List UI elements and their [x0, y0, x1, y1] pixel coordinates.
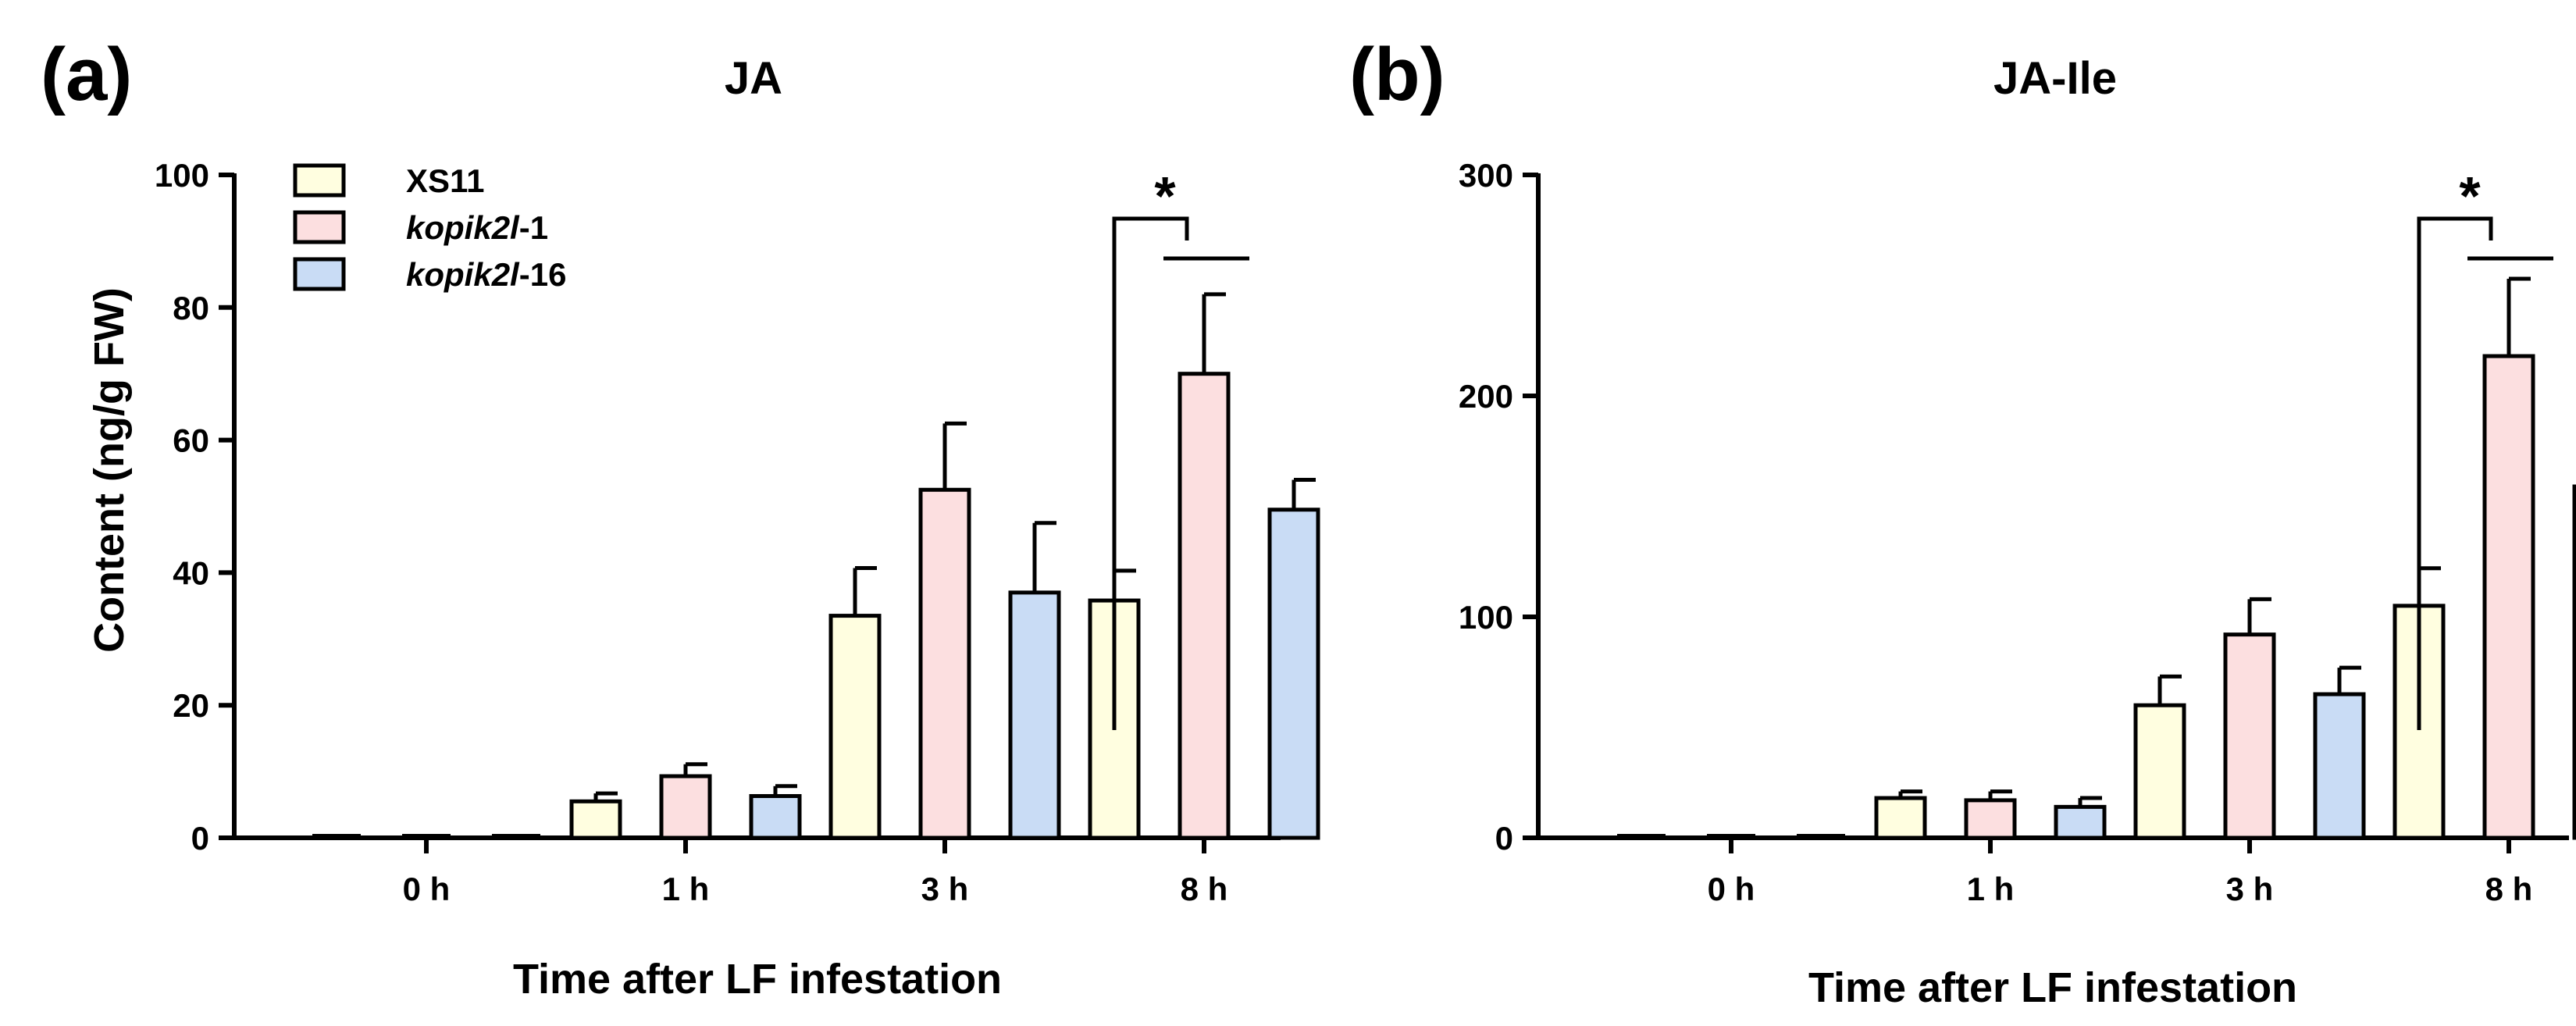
panel-a-letter: (a) [41, 33, 132, 116]
panel-a-bar-xs11-3-h [828, 614, 882, 840]
panel-a-significance-bracket [1112, 216, 1189, 730]
panel-a-bar-kopik2l-1-8-h [1178, 372, 1231, 840]
legend-item-xs11: XS11 [293, 162, 484, 199]
panel-b-bar-xs11-3-h [2133, 703, 2186, 840]
legend-swatch-kopik2l-1 [293, 210, 346, 244]
panel-b-x-tick-label-3-h: 3 h [2226, 871, 2274, 907]
panel-b-y-tick-label: 300 [1459, 157, 1513, 194]
panel-a-x-axis-label: Time after LF infestation [513, 956, 1002, 1003]
legend-item-kopik2l-16: kopik2l-16 [293, 256, 566, 293]
legend-item-kopik2l-1: kopik2l-1 [293, 209, 548, 246]
panel-b-bar-xs11-1-h [1874, 796, 1927, 840]
panel-b-letter: (b) [1349, 33, 1445, 116]
panel-a-y-axis-label: Content (ng/g FW) [86, 287, 133, 653]
panel-a-y-tick-label: 100 [155, 157, 209, 194]
legend-label-kopik2l-16: kopik2l-16 [406, 256, 566, 293]
panel-b-significance-bracket [2417, 216, 2493, 730]
panel-a-bar-kopik2l-1-1-h [659, 774, 712, 840]
panel-a-y-tick-label: 60 [173, 422, 209, 459]
panel-b-x-tick-label-0-h: 0 h [1708, 871, 1755, 907]
panel-b-bar-kopik2l-16-8-h [2572, 484, 2576, 840]
panel-a-y-tick-label: 20 [173, 687, 209, 724]
panel-a: (a) JA Content (ng/g FW) Time after LF i… [41, 33, 1320, 1003]
panel-a-significance-star: * [1154, 166, 1176, 226]
panel-a-bar-kopik2l-1-3-h [918, 487, 971, 840]
panel-b-bar-kopik2l-1-3-h [2223, 632, 2276, 840]
panel-a-title: JA [725, 53, 782, 104]
panel-a-bar-kopik2l-16-3-h [1008, 590, 1061, 840]
legend-swatch-kopik2l-16 [293, 257, 346, 291]
panel-a-bar-kopik2l-16-8-h [1267, 508, 1320, 840]
legend: XS11 kopik2l-1 kopik2l-16 [293, 162, 566, 293]
panel-b-y-tick-label: 200 [1459, 378, 1513, 415]
panel-a-y-tick-label: 0 [191, 820, 209, 857]
panel-a-x-tick-label-3-h: 3 h [921, 871, 969, 907]
legend-swatch-xs11 [293, 163, 346, 198]
panel-b-plot-area: 0 100 200 300 0 h 1 h 3 h 8 h * [1459, 157, 2576, 907]
panel-a-bar-xs11-1-h [569, 799, 622, 840]
panel-a-plot-area: 0 20 40 60 80 100 0 h 1 h 3 h 8 h * [155, 157, 1320, 907]
panel-b: (b) JA-Ile Time after LF infestation 0 10… [1349, 33, 2576, 1011]
panel-b-bar-kopik2l-1-1-h [1964, 798, 2017, 840]
panel-b-x-tick-label-1-h: 1 h [1967, 871, 2015, 907]
panel-a-x-tick-label-1-h: 1 h [662, 871, 710, 907]
legend-label-xs11: XS11 [406, 162, 484, 199]
panel-b-y-tick-label: 0 [1495, 820, 1513, 857]
panel-b-bar-kopik2l-16-3-h [2313, 692, 2366, 840]
panel-b-title: JA-Ile [1993, 53, 2117, 104]
panel-a-bar-kopik2l-16-1-h [749, 794, 802, 840]
legend-label-kopik2l-1: kopik2l-1 [406, 209, 548, 246]
panel-b-significance-star: * [2459, 166, 2481, 226]
panel-b-x-axis-label: Time after LF infestation [1808, 964, 2297, 1011]
panel-b-x-tick-label-8-h: 8 h [2485, 871, 2533, 907]
panel-a-x-tick-label-0-h: 0 h [403, 871, 451, 907]
panel-b-bar-kopik2l-16-1-h [2054, 804, 2107, 840]
panel-b-y-tick-label: 100 [1459, 599, 1513, 636]
panel-a-y-tick-label: 40 [173, 554, 209, 591]
panel-a-x-tick-label-8-h: 8 h [1181, 871, 1228, 907]
panel-b-bar-kopik2l-1-8-h [2482, 354, 2535, 840]
panel-a-y-tick-label: 80 [173, 290, 209, 326]
